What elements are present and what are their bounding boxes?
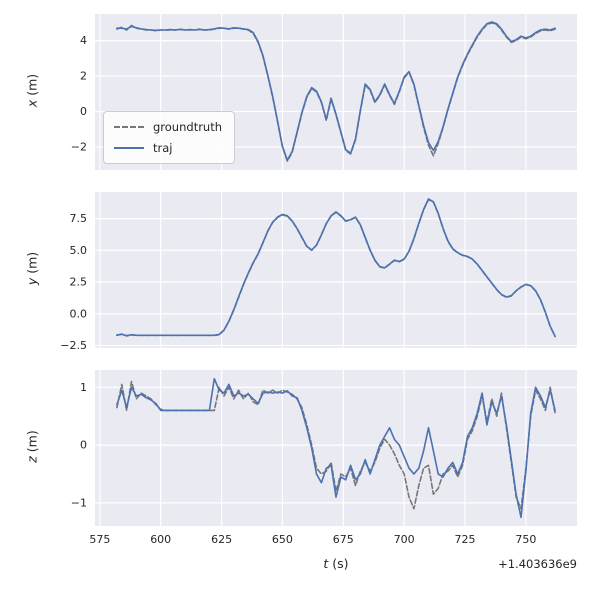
ylabel-y-axis: y (m): [25, 201, 40, 337]
xlabel-unit: (s): [332, 556, 349, 571]
x-tick-label: 600: [150, 533, 171, 546]
x-axis-offset-text: +1.403636e9: [498, 557, 577, 571]
x-tick-label: 650: [272, 533, 293, 546]
y-tick-label: 2.5: [70, 276, 88, 289]
y-tick-label: −1: [71, 496, 87, 509]
xlabel-var: t: [323, 556, 329, 571]
traj-line: [116, 198, 556, 338]
y-tick-label: −2.5: [60, 339, 87, 352]
y-tick-label: 7.5: [70, 212, 88, 225]
x-tick-label: 725: [455, 533, 476, 546]
y-tick-label: 0.0: [70, 307, 88, 320]
ylabel-z-var: z: [24, 456, 40, 463]
ylabel-z-axis: z (m): [25, 379, 40, 515]
subplot-z: −1 0 1 575 600 625 650 675 700 725 750: [71, 370, 577, 546]
y-tick-label: 1: [80, 381, 87, 394]
legend-entry-groundtruth: groundtruth: [114, 120, 222, 134]
legend-entry-traj: traj: [114, 141, 222, 155]
subplot-y: −2.5 0.0 2.5 5.0 7.5: [60, 192, 577, 352]
y-tick-label: −2: [71, 141, 87, 154]
legend: groundtruth traj: [103, 111, 236, 164]
traj-line: [116, 21, 556, 162]
ylabel-y-unit: (m): [24, 251, 40, 274]
y-tick-label: 2: [80, 70, 87, 83]
ylabel-z-unit: (m): [24, 430, 40, 453]
y-tick-label: 0: [80, 105, 87, 118]
traj-line: [116, 377, 556, 519]
groundtruth-line-sample-icon: [114, 126, 144, 128]
ylabel-x-axis: x (m): [25, 23, 40, 159]
y-tick-label: 5.0: [70, 244, 88, 257]
traj-line-sample-icon: [114, 147, 144, 149]
ylabel-x-unit: (m): [24, 73, 40, 96]
x-tick-label: 675: [333, 533, 354, 546]
y-tick-label: 0: [80, 439, 87, 452]
xlabel-t: t (s): [95, 556, 577, 571]
ylabel-x-var: x: [24, 99, 40, 108]
legend-label-groundtruth: groundtruth: [153, 120, 223, 134]
plot-background: [95, 370, 577, 526]
legend-label-traj: traj: [153, 141, 173, 155]
x-tick-label: 750: [515, 533, 536, 546]
x-tick-label: 700: [394, 533, 415, 546]
plot-background: [95, 192, 577, 348]
x-tick-label: 575: [89, 533, 110, 546]
x-tick-label: 625: [211, 533, 232, 546]
y-tick-label: 4: [80, 34, 87, 47]
ylabel-y-var: y: [24, 277, 40, 286]
